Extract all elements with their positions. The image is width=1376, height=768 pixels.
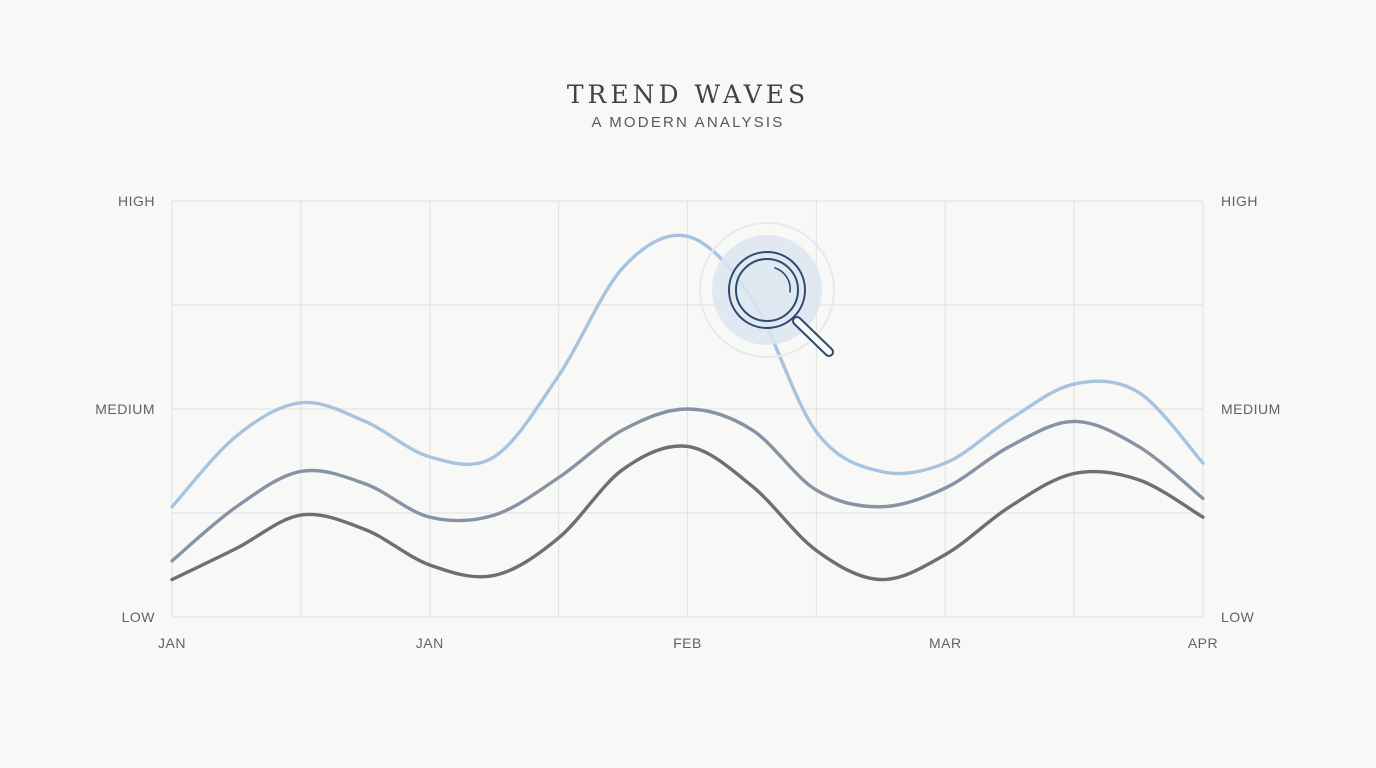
x-tick-label: APR (1188, 635, 1218, 651)
y-axis-right: LOW MEDIUM HIGH (1221, 193, 1281, 625)
x-axis: JAN JAN FEB MAR APR (158, 635, 1218, 651)
series-line-top (170, 233, 1205, 509)
y-tick-label-right: MEDIUM (1221, 401, 1281, 417)
y-tick-label-left: MEDIUM (95, 401, 155, 417)
x-tick-label: FEB (673, 635, 702, 651)
y-tick-label-left: LOW (122, 609, 156, 625)
chart-title: TREND WAVES (566, 80, 810, 109)
y-tick-label-right: LOW (1221, 609, 1255, 625)
magnifying-glass-icon[interactable] (699, 222, 835, 358)
y-tick-label-right: HIGH (1221, 193, 1258, 209)
x-tick-label: MAR (929, 635, 962, 651)
chart-subtitle: A MODERN ANALYSIS (591, 114, 785, 131)
chart-series (170, 233, 1205, 582)
y-tick-label-left: HIGH (118, 193, 155, 209)
x-tick-label: JAN (416, 635, 444, 651)
y-axis-left: LOW MEDIUM HIGH (95, 193, 155, 625)
series-line-bottom (170, 444, 1205, 582)
x-tick-label: JAN (158, 635, 186, 651)
series-line-middle (170, 407, 1205, 563)
